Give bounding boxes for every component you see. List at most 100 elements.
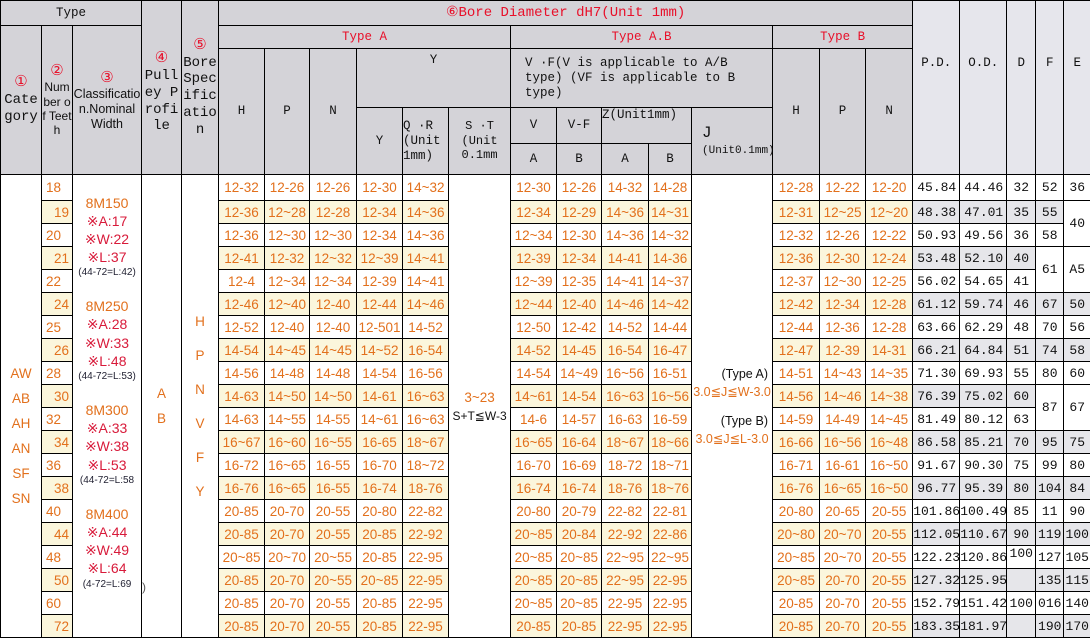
header-pulley-profile: ④ Pulley Profile: [141, 0, 183, 175]
table-row: 30 14-63 14~50 14~50 14-61 16~63 14~61 14-54 16~…: [1, 384, 1090, 431]
teeth-count: 60: [41, 591, 73, 615]
type-ab-v: 20~85: [510, 545, 558, 569]
type-a-y: 16-70: [356, 453, 404, 477]
teeth-count: 48: [41, 545, 73, 569]
type-ab-za: 22-95: [601, 591, 650, 615]
pitch-diameter: 61.12: [912, 292, 961, 316]
type-b-bp: 12-34: [819, 292, 867, 316]
teeth-count: 19: [41, 200, 73, 224]
table-row: 50 20-85 20-70 20~55 20~85 22-95 20~85 20~85 22~…: [1, 568, 1090, 592]
type-ab-vf: 12-29: [556, 200, 603, 224]
type-a-qr: 18~67: [402, 430, 450, 454]
table-row: 25 12-52 12-40 12-40 12-501 14-52 12-50 12-42 14…: [1, 315, 1090, 339]
header-b-h: H: [772, 48, 821, 175]
classification-dim-w: ※W:33: [84, 334, 130, 351]
type-ab-vf: 14-57: [556, 407, 603, 431]
type-a-ah: 14-63: [218, 407, 266, 431]
type-b-bn: 12-28: [865, 292, 914, 316]
type-a-an: 16~55: [309, 430, 358, 454]
type-a-an: 12~32: [309, 246, 358, 270]
header-type-a: Type A: [218, 25, 512, 49]
pitch-diameter: 122.23: [912, 545, 961, 569]
type-ab-zb: 14~32: [648, 223, 693, 247]
dim-e: 56: [1063, 315, 1090, 339]
header-z-b: B: [648, 143, 693, 175]
classification-dim-l: ※L:53: [87, 456, 127, 473]
type-ab-v: 16-74: [510, 476, 558, 500]
type-a-qr: 22-95: [402, 614, 450, 638]
type-a-y: 12-39: [356, 269, 404, 293]
type-a-an: 12~34: [309, 269, 358, 293]
type-a-ap: 14~50: [264, 384, 311, 408]
dim-d: 90: [1006, 522, 1037, 546]
type-ab-v: 12~39: [510, 269, 558, 293]
type-ab-v: 20~85: [510, 568, 558, 592]
table-row: 72 20-85 20-70 20-55 20-85 22-95 20-85 20-85 22-…: [1, 614, 1090, 638]
header-od: O.D.: [959, 0, 1008, 175]
teeth-count: 26: [41, 338, 73, 362]
stray-paren: ): [142, 580, 147, 594]
type-b-bn: 20-55: [865, 614, 914, 638]
header-bore-diameter: ⑥Bore Diameter dH7(Unit 1mm): [218, 0, 914, 26]
type-ab-v: 12-34: [510, 200, 558, 224]
dim-e: 90: [1063, 499, 1090, 523]
type-ab-zb: 16-47: [648, 338, 693, 362]
type-b-bh: 12-36: [772, 246, 821, 270]
dim-d: 63: [1006, 407, 1037, 431]
type-a-an: 20-55: [309, 499, 358, 523]
dim-e: 100: [1063, 522, 1090, 546]
outer-diameter: 69.93: [959, 361, 1008, 385]
category-sn: SN: [11, 491, 31, 506]
dim-f: 127: [1035, 545, 1065, 569]
bore-spec-p: P: [195, 347, 205, 363]
dim-e: A5: [1063, 246, 1090, 293]
type-a-ah: 20~85: [218, 545, 266, 569]
type-b-bh: 20~80: [772, 522, 821, 546]
type-b-bp: 12-26: [819, 223, 867, 247]
type-a-ap: 14~45: [264, 338, 311, 362]
dim-f: 11: [1035, 499, 1065, 523]
type-a-ap: 20-70: [264, 591, 311, 615]
teeth-count: 38: [41, 476, 73, 500]
classification-dim-w: ※W:49: [84, 542, 130, 559]
type-a-an: 14-55: [309, 407, 358, 431]
outer-diameter: 110.67: [959, 522, 1008, 546]
outer-diameter: 49.56: [959, 223, 1008, 247]
dim-f: 52: [1035, 174, 1065, 201]
type-ab-vf: 20~85: [556, 568, 603, 592]
outer-diameter: 54.65: [959, 269, 1008, 293]
table-row: 36 16-72 16~65 16-55 16-70 18~72 16-70 16-69 18-…: [1, 453, 1090, 477]
table-row: 26 14-54 14~45 14~45 14~52 16-54 14-52 14-45 16-…: [1, 338, 1090, 362]
type-ab-v: 14~61: [510, 384, 558, 408]
type-ab-zb: 16~56: [648, 384, 693, 408]
type-b-bn: 20-55: [865, 522, 914, 546]
teeth-count: 36: [41, 453, 73, 477]
dim-f: 104: [1035, 476, 1065, 500]
category-aw: AW: [10, 366, 32, 381]
table-row: 21 12-41 12-32 12~32 12~39 14~41 12-39 12-34 14-…: [1, 246, 1090, 293]
type-b-bh: 20-80: [772, 499, 821, 523]
type-a-ah: 20-85: [218, 499, 266, 523]
classification-dim-a: ※A:17: [86, 212, 128, 229]
type-a-ah: 12-41: [218, 246, 266, 270]
teeth-count: 40: [41, 499, 73, 523]
type-a-qr: 14~41: [402, 269, 450, 293]
type-b-bp: 14~43: [819, 361, 867, 385]
type-a-qr: 14~36: [402, 223, 450, 247]
header-bore-specification: ⑤ Bore Specification: [181, 0, 220, 175]
type-a-qr: 16-54: [402, 338, 450, 362]
outer-diameter: 75.02: [959, 384, 1008, 408]
type-a-ah: 12-4: [218, 269, 266, 293]
header-d: D: [1006, 0, 1037, 175]
classification-group: 8M250 ※A:28 ※W:33 ※L:48 (44-72=L:53): [78, 297, 136, 383]
type-a-ap: 20-70: [264, 614, 311, 638]
type-a-ap: 12~28: [264, 200, 311, 224]
type-ab-v: 20~85: [510, 522, 558, 546]
type-ab-za: 14-32: [601, 174, 650, 201]
type-ab-v: 12~44: [510, 292, 558, 316]
dim-d: 75: [1006, 453, 1037, 477]
table-row: 28 14-56 14-48 14-48 14-54 16-56 14-54 14~49 16~…: [1, 361, 1090, 385]
type-ab-zb: 22-95: [648, 568, 693, 592]
type-ab-zb: 14-44: [648, 315, 693, 339]
type-b-bn: 14~38: [865, 384, 914, 408]
